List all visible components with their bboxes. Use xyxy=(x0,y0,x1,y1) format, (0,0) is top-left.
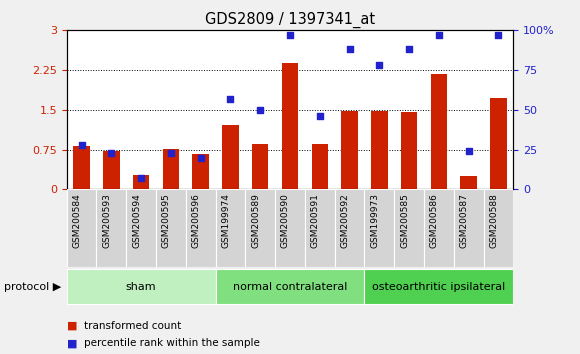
Point xyxy=(404,46,414,52)
Bar xyxy=(484,189,513,267)
Text: GSM200589: GSM200589 xyxy=(251,193,260,248)
Bar xyxy=(67,189,96,267)
Text: GSM200586: GSM200586 xyxy=(430,193,439,248)
Point xyxy=(136,175,146,181)
Bar xyxy=(126,189,156,267)
Text: GSM200592: GSM200592 xyxy=(340,193,350,248)
Text: percentile rank within the sample: percentile rank within the sample xyxy=(84,338,260,348)
Bar xyxy=(401,112,417,189)
Bar xyxy=(364,189,394,267)
Bar xyxy=(245,189,275,267)
Text: GSM199973: GSM199973 xyxy=(370,193,379,248)
Bar xyxy=(305,189,335,267)
Text: GSM199974: GSM199974 xyxy=(222,193,230,248)
Text: GSM200588: GSM200588 xyxy=(490,193,498,248)
Text: osteoarthritic ipsilateral: osteoarthritic ipsilateral xyxy=(372,282,506,292)
Text: GSM200587: GSM200587 xyxy=(459,193,469,248)
Bar xyxy=(335,189,364,267)
Text: normal contralateral: normal contralateral xyxy=(233,282,347,292)
Bar xyxy=(67,269,216,304)
Point xyxy=(285,32,295,38)
Bar xyxy=(252,144,269,189)
Text: GSM200594: GSM200594 xyxy=(132,193,141,248)
Bar xyxy=(364,269,513,304)
Text: GSM200585: GSM200585 xyxy=(400,193,409,248)
Text: ■: ■ xyxy=(67,321,77,331)
Point xyxy=(375,62,384,68)
Bar xyxy=(74,146,90,189)
Text: GDS2809 / 1397341_at: GDS2809 / 1397341_at xyxy=(205,12,375,28)
Text: GSM200584: GSM200584 xyxy=(72,193,82,248)
Bar xyxy=(371,111,387,189)
Point xyxy=(226,96,235,101)
Point xyxy=(315,113,324,119)
Bar xyxy=(311,144,328,189)
Point xyxy=(166,150,176,155)
Point xyxy=(464,148,473,154)
Bar xyxy=(342,111,358,189)
Text: GSM200596: GSM200596 xyxy=(191,193,201,248)
Text: protocol ▶: protocol ▶ xyxy=(3,282,61,292)
Bar xyxy=(461,176,477,189)
Bar xyxy=(156,189,186,267)
Bar xyxy=(394,189,424,267)
Point xyxy=(107,150,116,155)
Point xyxy=(77,142,86,148)
Bar xyxy=(163,149,179,189)
Bar xyxy=(103,151,119,189)
Bar xyxy=(282,63,298,189)
Text: ■: ■ xyxy=(67,338,77,348)
Text: GSM200593: GSM200593 xyxy=(102,193,111,248)
Text: sham: sham xyxy=(126,282,157,292)
Bar xyxy=(193,154,209,189)
Bar xyxy=(216,269,364,304)
Point xyxy=(196,155,205,160)
Point xyxy=(494,32,503,38)
Point xyxy=(256,107,265,113)
Bar xyxy=(424,189,454,267)
Text: GSM200595: GSM200595 xyxy=(162,193,171,248)
Point xyxy=(345,46,354,52)
Bar xyxy=(431,74,447,189)
Bar xyxy=(454,189,484,267)
Text: GSM200591: GSM200591 xyxy=(311,193,320,248)
Bar xyxy=(275,189,305,267)
Bar xyxy=(490,97,506,189)
Bar xyxy=(222,125,238,189)
Bar xyxy=(96,189,126,267)
Text: transformed count: transformed count xyxy=(84,321,182,331)
Bar xyxy=(133,175,149,189)
Bar xyxy=(186,189,216,267)
Point xyxy=(434,32,444,38)
Text: GSM200590: GSM200590 xyxy=(281,193,290,248)
Bar xyxy=(216,189,245,267)
